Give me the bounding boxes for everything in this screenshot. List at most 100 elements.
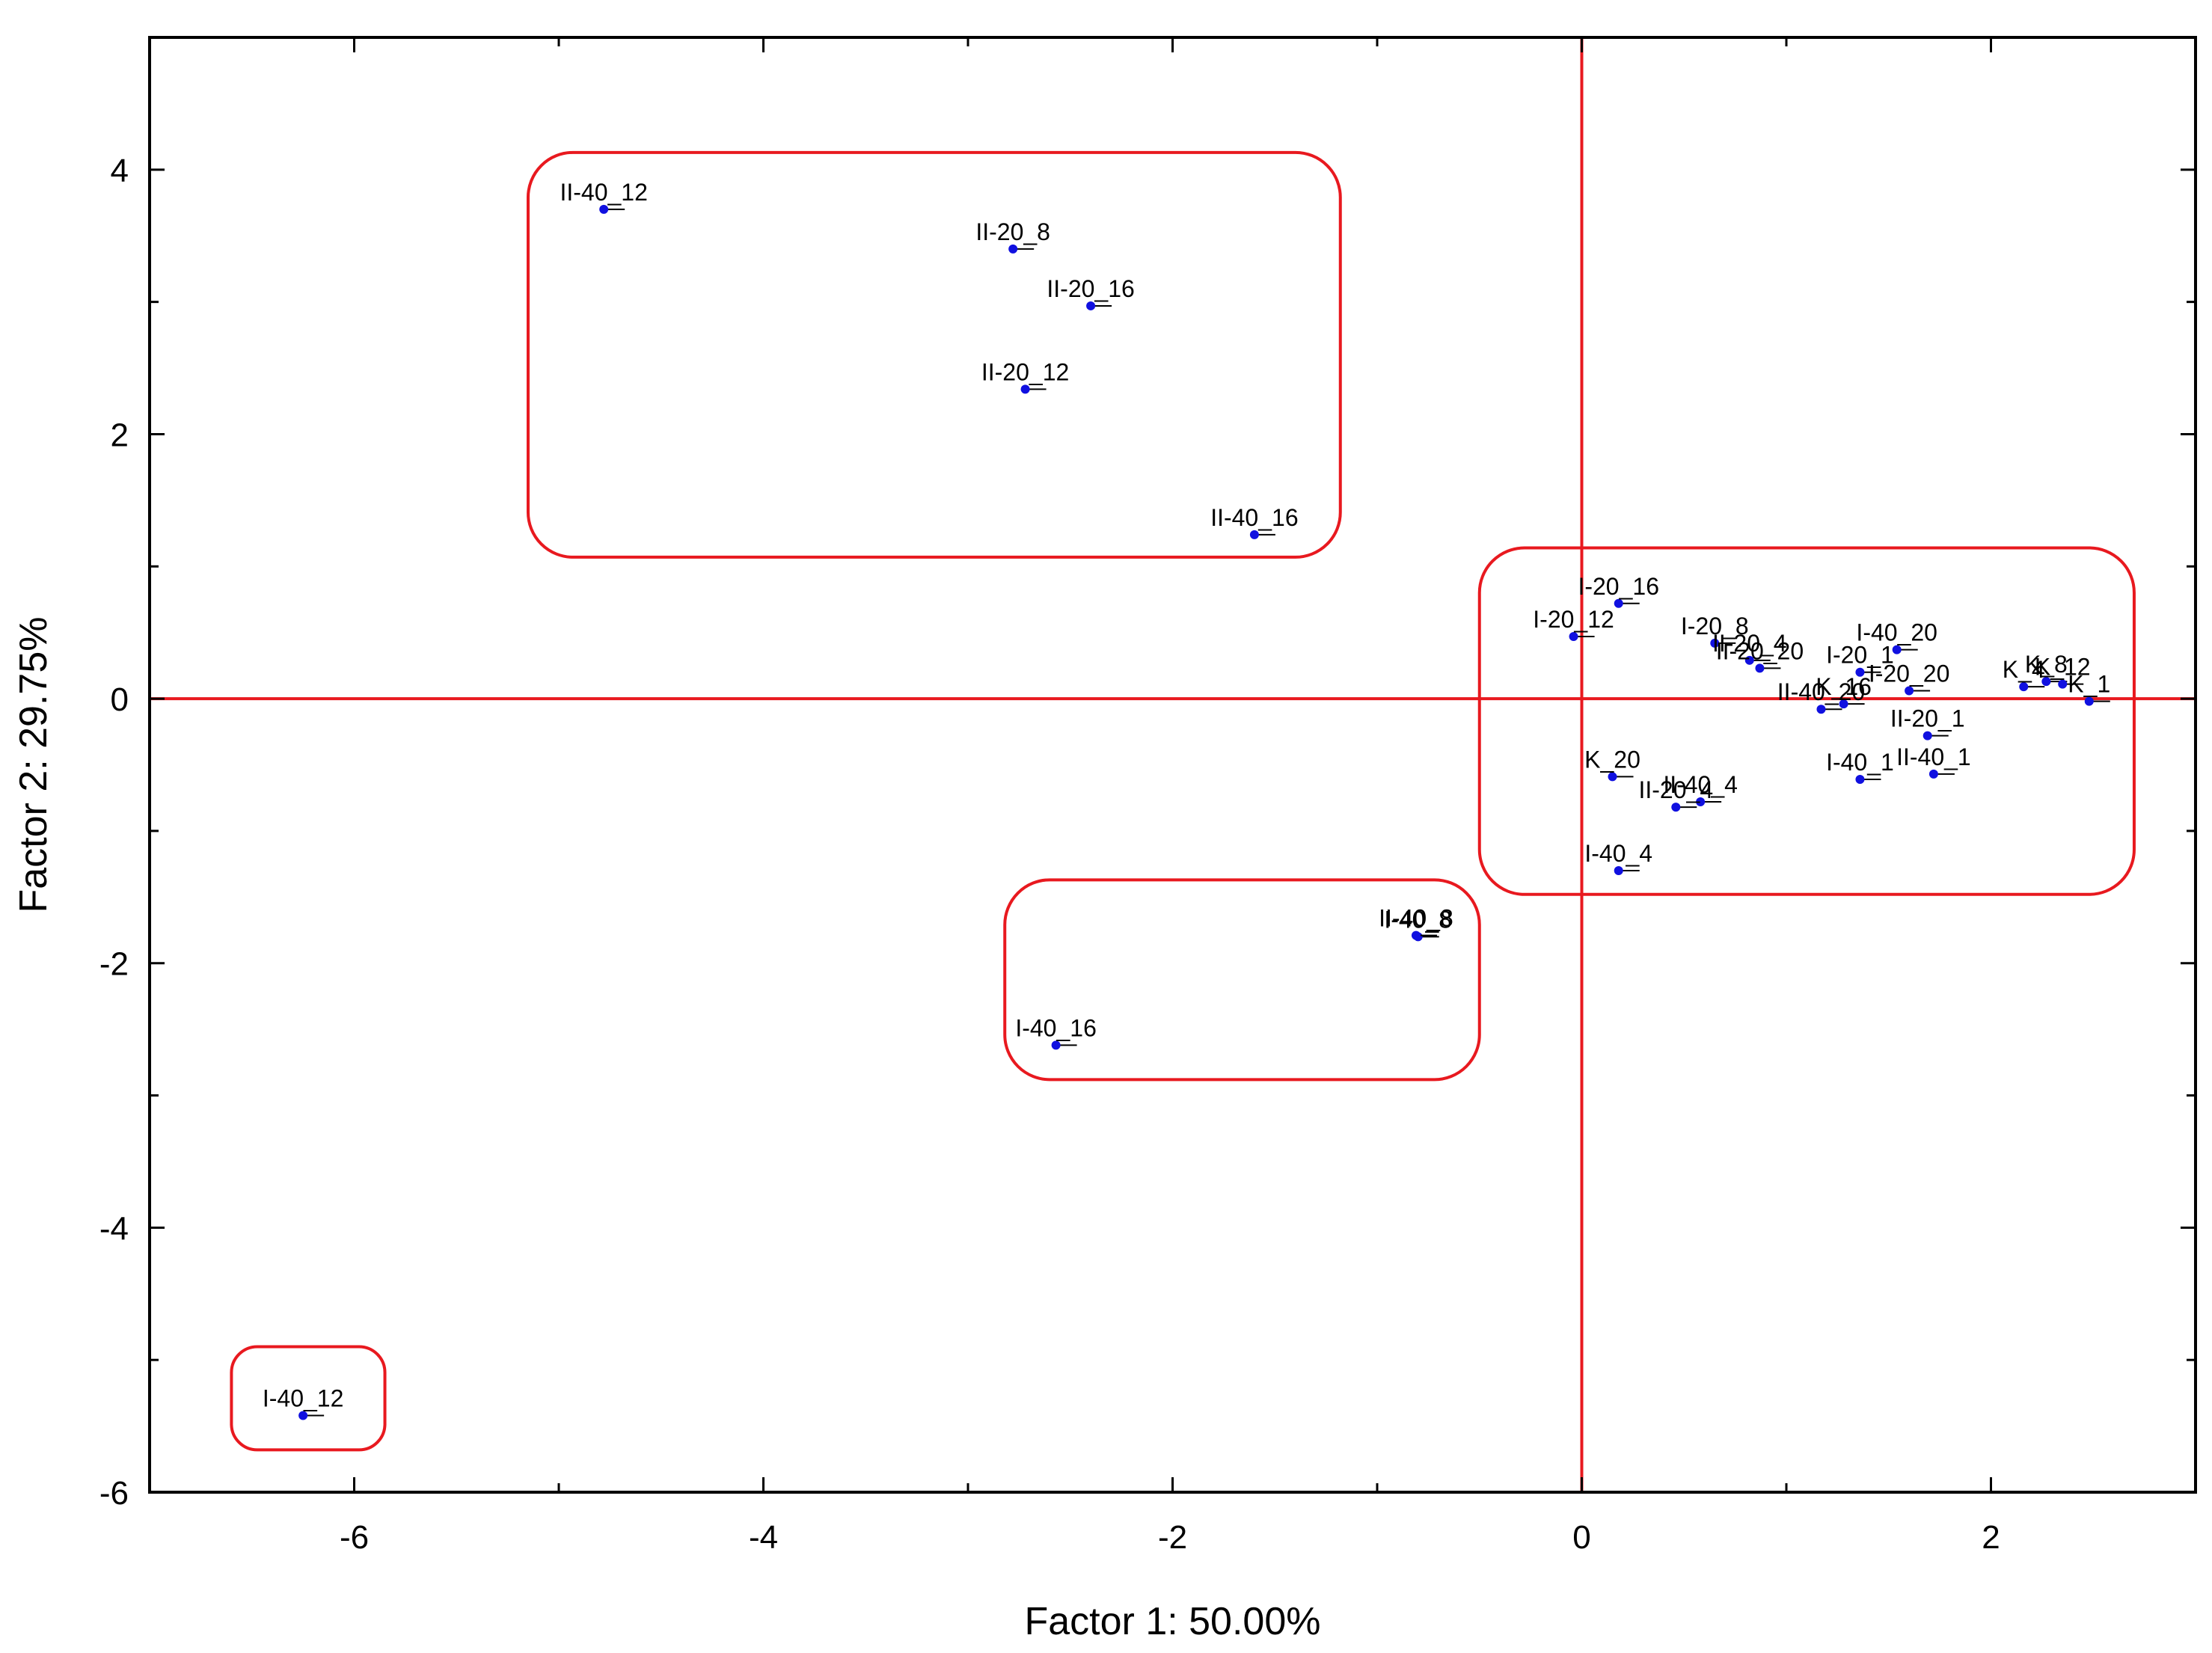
data-point-group: K_1 [2068,671,2110,706]
data-point-label: II-40_12 [560,179,647,206]
data-point [1008,244,1018,254]
data-point [1608,772,1617,782]
data-point-label: II-20_12 [981,358,1069,385]
data-point-label: I-20_8 [1681,613,1749,640]
data-point [1905,686,1914,696]
data-points: II-40_12 II-20_8 II-20_16 II-20_12 II-40_16 I… [263,179,2110,1420]
data-point-label: II-20_8 [975,218,1050,245]
data-point [1614,598,1623,608]
data-point-label: I-40_12 [263,1384,344,1411]
data-point [1839,699,1848,709]
axis-ticks: -6 -4 -2 0 2 -6 -4 -2 0 2 4 [99,36,2197,1556]
data-point-group: K_16 [1816,673,1872,709]
data-point-group: I-20_1 [1826,642,1894,677]
data-point-group: II-20_16 [1047,275,1135,310]
data-point [1020,384,1030,394]
data-point [1086,301,1096,310]
cluster-mid-lower [1003,878,1481,1082]
data-point [2019,682,2029,692]
data-point-group: II-40_4 [1663,771,1738,807]
data-point-label: II-20_4 [1638,776,1713,803]
data-point [1855,667,1865,677]
data-point [1696,797,1706,807]
data-point-group: I-40_1 [1826,749,1894,784]
x-axis-title: Factor 1: 50.00% [1025,1600,1321,1643]
data-point [599,204,609,214]
data-point-group: II-40_20 [1777,678,1865,714]
data-point [1928,769,1938,779]
y-tick-label: 4 [111,153,129,189]
data-point-label: I-40_4 [1584,840,1652,867]
data-point-label: I-20_20 [1869,660,1950,687]
data-point [1816,705,1826,714]
data-point-label: I-40_16 [1015,1014,1097,1041]
x-tick-label: -4 [749,1519,778,1556]
data-point-group: I-40_8 [1384,906,1452,942]
x-tick-label: -2 [1158,1519,1187,1556]
data-point-group: I-20_20 [1869,660,1950,696]
y-tick-label: -2 [99,946,129,983]
data-point-group: II-40_1 [1896,743,1971,779]
cluster-right [1477,546,2136,896]
data-point-label: K_8 [2025,651,2068,678]
data-point-label: II-40_4 [1663,771,1738,798]
data-point-label: II-40_1 [1896,743,1971,770]
data-point [1614,865,1623,875]
data-point-label: II-20_16 [1047,275,1134,302]
data-point-group: II-20_4 [1712,630,1787,665]
data-point-group: I-20_8 [1681,613,1749,648]
data-point [1411,930,1421,940]
data-point-group: I-20_16 [1578,573,1659,608]
data-point-label: II-20_1 [1890,705,1965,732]
cluster-upper-left [526,150,1342,559]
data-point-label: I-20_1 [1826,642,1894,669]
data-point-group: K_12 [2035,654,2091,689]
data-point-group: I-40_12 [263,1384,344,1420]
x-tick-label: 0 [1572,1519,1590,1556]
y-tick-label: -4 [99,1210,129,1247]
data-point-group: II-20_8 [975,218,1050,254]
data-point-label: I-40_8 [1384,906,1452,933]
data-point-group: II-20_4 [1638,776,1713,812]
data-point-label: I-40_1 [1826,749,1894,776]
reference-lines [150,37,2196,1492]
data-point-group: I-20_12 [1533,606,1614,641]
data-point [1671,803,1681,812]
data-point-label: I-40_20 [1856,619,1937,646]
y-tick-label: -6 [99,1475,129,1512]
data-point [2084,696,2094,706]
data-point-group: II-20_12 [981,358,1069,394]
data-point-label: II-20_4 [1712,630,1787,657]
data-point-label: II-40_8 [1379,905,1453,932]
data-point-group: II-40_16 [1210,504,1299,539]
data-point-label: I-20_16 [1578,573,1659,600]
data-point [1744,655,1754,665]
data-point-group: K_4 [2003,656,2045,692]
data-point-label: I-20_12 [1533,606,1614,633]
data-point-label: II-40_20 [1777,678,1865,705]
y-tick-label: 0 [111,681,129,718]
data-point-group: II-40_8 [1379,905,1453,940]
data-point-label: II-20_20 [1716,637,1804,664]
data-point-label: K_12 [2035,654,2091,681]
cluster-boxes [230,150,2136,1452]
data-point-group: K_20 [1584,746,1640,782]
y-tick-label: 2 [111,417,129,453]
cluster-bottom-left [230,1345,387,1452]
data-point-label: K_4 [2003,656,2045,683]
data-point-group: I-40_4 [1584,840,1652,875]
data-point [1569,631,1578,641]
data-point [2041,677,2051,687]
data-point [1923,731,1932,740]
data-point [1855,774,1865,784]
data-point [1710,638,1720,648]
data-point-label: II-40_16 [1210,504,1298,531]
x-tick-label: 2 [1982,1519,2000,1556]
x-tick-label: -6 [340,1519,369,1556]
data-point [1051,1040,1061,1050]
data-point [298,1411,308,1420]
data-point [1755,663,1765,673]
data-point [1249,530,1259,539]
data-point-group: I-40_20 [1856,619,1937,654]
